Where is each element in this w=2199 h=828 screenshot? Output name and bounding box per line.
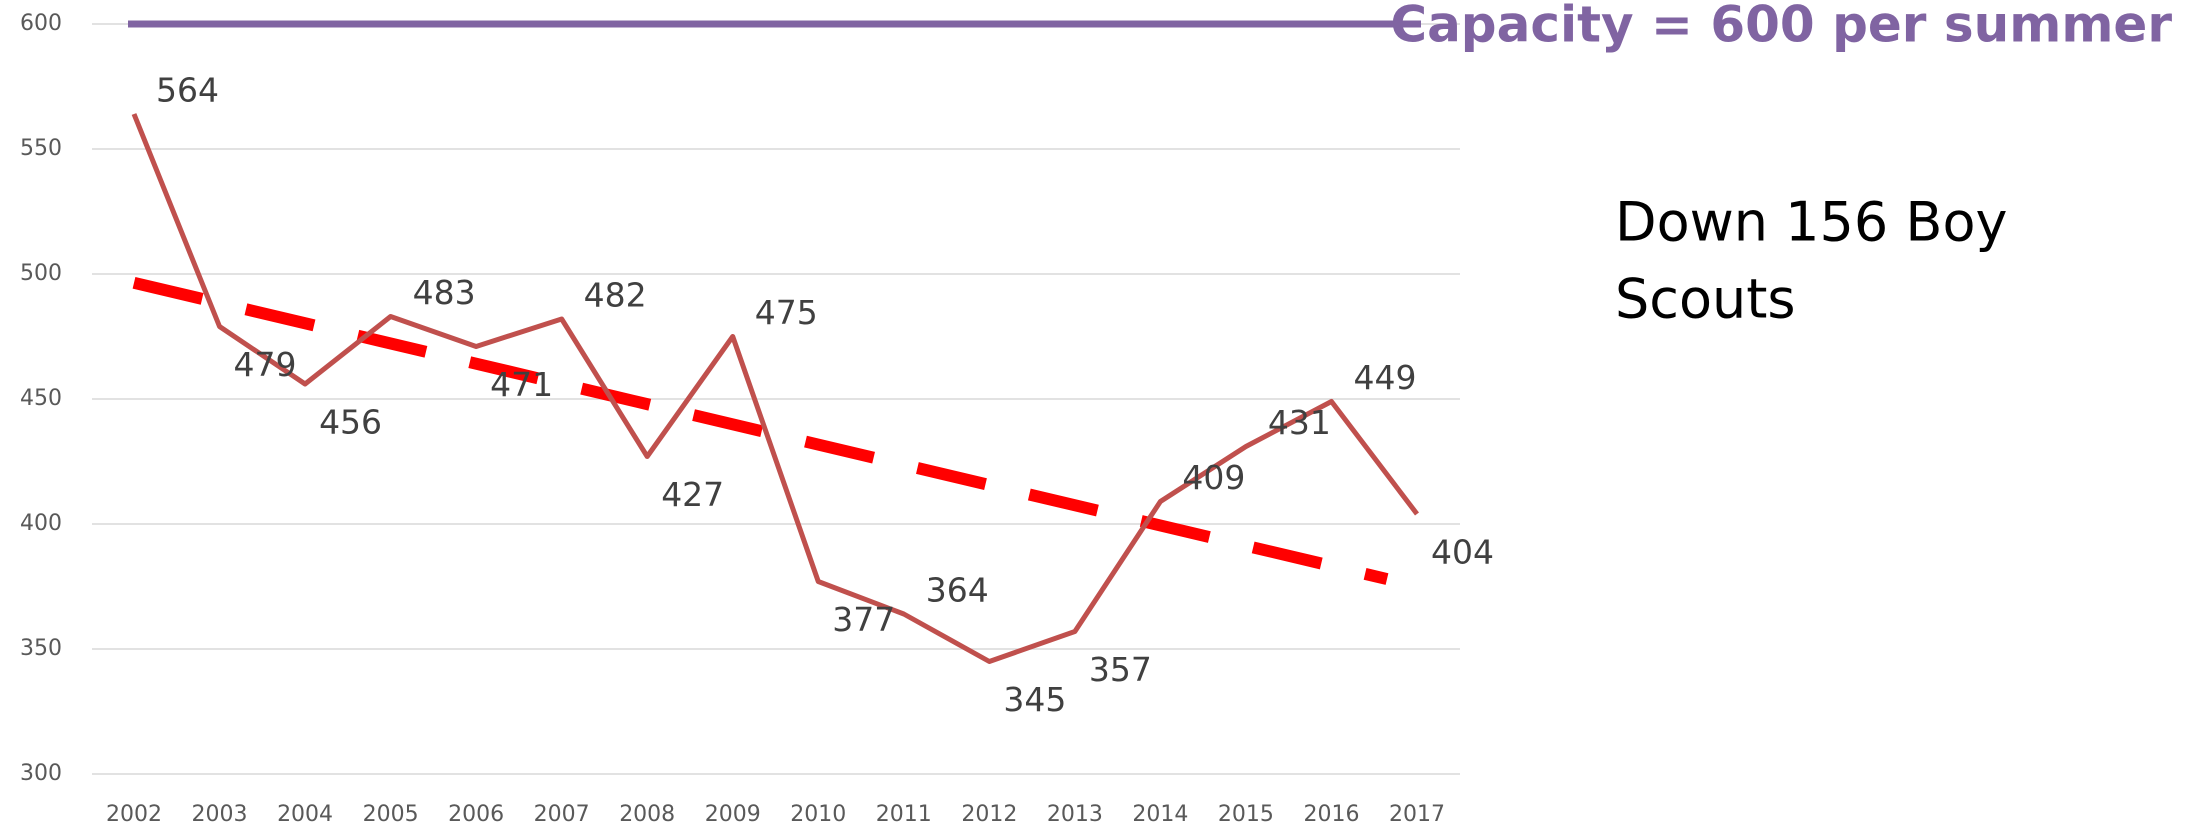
x-tick-label: 2013: [1047, 802, 1103, 827]
x-tick-label: 2005: [363, 802, 419, 827]
data-label: 431: [1268, 403, 1331, 442]
x-tick-label: 2004: [277, 802, 333, 827]
x-tick-label: 2009: [705, 802, 761, 827]
x-tick-label: 2017: [1389, 802, 1445, 827]
y-tick-label: 500: [20, 261, 62, 286]
data-label: 456: [319, 403, 382, 442]
data-label: 357: [1089, 650, 1152, 689]
x-tick-label: 2008: [619, 802, 675, 827]
x-tick-label: 2003: [192, 802, 248, 827]
y-tick-label: 550: [20, 136, 62, 161]
x-tick-label: 2007: [534, 802, 590, 827]
x-tick-label: 2012: [961, 802, 1017, 827]
data-label: 404: [1431, 533, 1494, 572]
data-label: 482: [584, 276, 647, 315]
y-tick-label: 600: [20, 11, 62, 36]
y-tick-label: 450: [20, 386, 62, 411]
y-tick-label: 350: [20, 636, 62, 661]
data-label: 564: [156, 71, 219, 110]
x-tick-label: 2014: [1132, 802, 1188, 827]
data-label: 409: [1182, 458, 1245, 497]
data-label: 364: [926, 571, 989, 610]
reference-label: Capacity = 600 per summer: [1390, 0, 2172, 54]
data-label: 427: [661, 475, 724, 514]
data-label: 471: [490, 365, 553, 404]
x-tick-label: 2002: [106, 802, 162, 827]
annotation-line: Down 156 Boy: [1615, 191, 2007, 254]
data-label: 377: [832, 600, 895, 639]
data-label: 475: [755, 293, 818, 332]
x-tick-label: 2006: [448, 802, 504, 827]
x-tick-label: 2011: [876, 802, 932, 827]
x-tick-label: 2015: [1218, 802, 1274, 827]
x-tick-label: 2016: [1303, 802, 1359, 827]
annotation-line: Scouts: [1615, 268, 1796, 331]
data-label: 479: [234, 345, 297, 384]
data-label: 483: [413, 273, 476, 312]
trend-line: [132, 276, 1389, 585]
y-tick-label: 300: [20, 761, 62, 786]
x-tick-label: 2010: [790, 802, 846, 827]
data-label: 345: [1003, 680, 1066, 719]
data-label: 449: [1353, 358, 1416, 397]
y-tick-label: 400: [20, 511, 62, 536]
data-line: [131, 113, 1419, 664]
